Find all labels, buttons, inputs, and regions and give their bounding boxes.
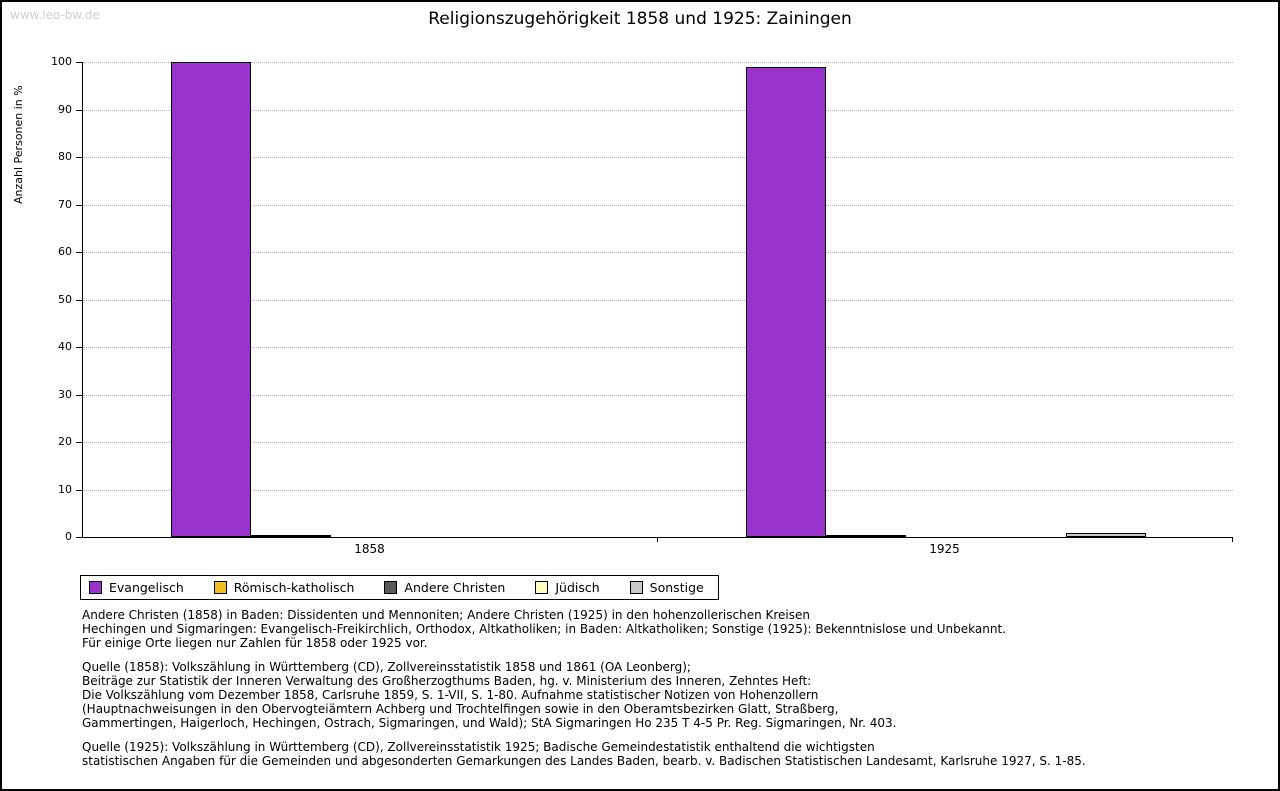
y-tick [76,347,82,348]
note-line: Hechingen und Sigmaringen: Evangelisch-F… [82,622,1006,636]
y-tick-label: 60 [58,245,72,258]
y-tick [76,299,82,301]
bar [825,535,906,537]
x-category-label: 1858 [354,542,385,556]
bar [1065,533,1146,537]
gridline [83,62,1233,63]
y-tick [76,204,82,206]
y-tick-label: 40 [58,340,72,353]
y-tick [76,62,82,63]
legend-label: Römisch-katholisch [233,580,355,595]
y-tick [76,252,82,253]
legend-swatch [89,581,102,594]
x-axis-ticks [82,538,1233,543]
bar [250,535,331,537]
gridline [83,109,1233,111]
y-tick-label: 0 [65,530,72,543]
notes: Andere Christen (1858) in Baden: Disside… [82,608,1086,778]
note-line: Für einige Orte liegen nur Zahlen für 18… [82,636,428,650]
bar [170,62,251,537]
y-tick-label: 80 [58,150,72,163]
legend-swatch [629,581,643,594]
gridline [83,157,1233,158]
chart-title: Religionszugehörigkeit 1858 und 1925: Za… [428,9,852,29]
gridline [83,204,1233,206]
legend-item: Evangelisch [89,580,184,595]
y-tick [76,489,82,491]
plot-area [82,62,1233,538]
legend-label: Evangelisch [109,580,184,595]
legend-label: Jüdisch [555,580,600,595]
y-tick-label: 70 [58,197,72,211]
gridline [83,394,1233,396]
legend-label: Andere Christen [404,580,506,595]
y-tick-label: 10 [58,482,72,496]
note-line: Die Volkszählung vom Dezember 1858, Carl… [82,688,819,702]
legend-swatch [535,581,549,594]
y-axis-ticks: 0 10 20 30 40 50 60 70 80 90 100 [2,56,82,543]
note-line: (Hauptnachweisungen in den Obervogteiämt… [82,702,839,716]
legend-swatch [213,581,227,594]
gridline [83,252,1233,253]
note-line: Gammertingen, Haigerloch, Hechingen, Ost… [82,716,897,730]
y-tick [76,157,82,158]
note-line: Quelle (1858): Volkszählung in Württembe… [82,660,691,674]
legend: Evangelisch Römisch-katholisch Andere Chri… [80,575,719,600]
legend-item: Jüdisch [535,580,600,595]
note-paragraph-source-1858: Quelle (1858): Volkszählung in Württembe… [82,660,1086,730]
watermark: www.leo-bw.de [10,8,100,22]
gridline [83,299,1233,301]
y-tick [76,394,82,396]
x-axis-labels: 1858 1925 [82,542,1232,558]
note-line: Beiträge zur Statistik der Inneren Verwa… [82,674,812,688]
y-tick-label: 100 [51,55,72,68]
y-tick-label: 20 [58,435,72,448]
y-tick-label: 30 [58,387,72,401]
legend-label: Sonstige [649,580,704,595]
x-tick [1232,538,1233,542]
y-tick [76,537,82,538]
legend-item: Andere Christen [384,580,505,595]
gridline [83,442,1233,443]
note-line: statistischen Angaben für die Gemeinden … [82,754,1086,768]
y-tick [76,442,82,443]
legend-swatch [384,581,398,594]
x-tick [657,538,658,542]
legend-item: Römisch-katholisch [213,580,355,595]
y-tick [76,109,82,111]
gridline [83,347,1233,348]
gridline [83,489,1233,491]
note-line: Andere Christen (1858) in Baden: Disside… [82,608,810,622]
y-tick-label: 90 [58,102,72,116]
legend-item: Sonstige [629,580,704,595]
x-category-label: 1925 [929,542,960,556]
y-tick-label: 50 [58,292,72,306]
note-line: Quelle (1925): Volkszählung in Württembe… [82,740,875,754]
note-paragraph-definitions: Andere Christen (1858) in Baden: Disside… [82,608,1086,650]
note-paragraph-source-1925: Quelle (1925): Volkszählung in Württembe… [82,740,1086,768]
bar [745,66,826,537]
